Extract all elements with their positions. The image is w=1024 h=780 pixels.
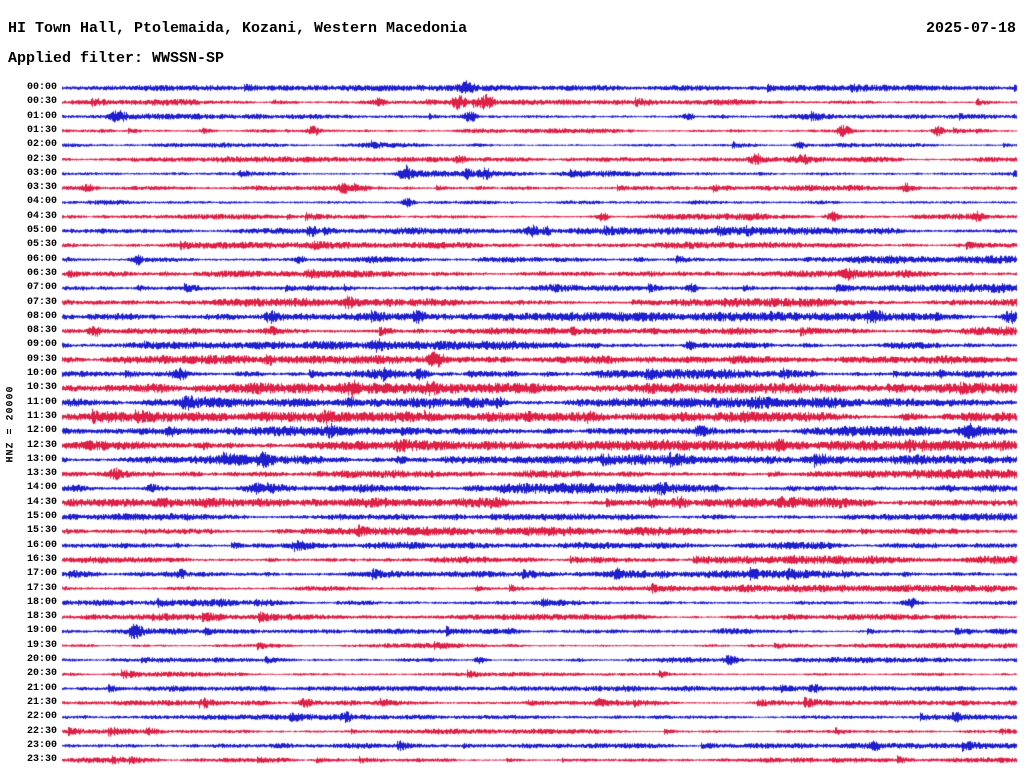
time-label: 19:00 [26,625,57,637]
time-label: 04:00 [26,196,57,208]
time-label: 13:00 [26,453,57,465]
time-label: 11:30 [26,410,57,422]
time-label: 17:00 [26,568,57,580]
time-label: 14:00 [26,482,57,494]
time-label: 05:30 [26,239,57,251]
time-label: 21:30 [26,696,57,708]
time-label: 18:00 [26,596,57,608]
time-label: 08:30 [26,325,57,337]
time-label: 01:00 [26,110,57,122]
time-label: 01:30 [26,124,57,136]
time-label: 04:30 [26,210,57,222]
time-label: 23:30 [26,754,57,766]
time-label: 20:00 [26,654,57,665]
station-title: HI Town Hall, Ptolemaida, Kozani, Wester… [8,20,468,37]
time-label: 17:30 [26,582,57,594]
time-label: 02:00 [26,139,57,151]
time-label: 09:30 [26,353,57,365]
time-label: 03:30 [26,182,57,194]
record-date: 2025-07-18 [925,20,1016,37]
time-label: 08:00 [26,310,57,322]
time-label: 23:00 [26,739,57,751]
time-label: 12:00 [26,425,57,437]
time-label: 10:00 [26,368,57,379]
time-label: 18:30 [26,611,57,623]
time-label: 09:00 [26,339,57,351]
time-label: 22:00 [26,711,57,723]
time-label: 19:30 [26,639,57,651]
time-label: 22:30 [26,725,57,737]
time-label: 00:00 [26,82,57,93]
time-label: 15:00 [26,511,57,522]
time-label: 15:30 [26,525,57,537]
time-label: 20:30 [26,668,57,680]
time-label: 06:00 [26,253,57,265]
time-label: 12:30 [26,439,57,451]
time-label: 10:30 [26,382,57,394]
time-label: 11:00 [26,396,57,408]
time-label: 16:00 [26,539,57,551]
time-label: 06:30 [26,267,57,279]
time-axis: 00:00 00:30 01:00 01:30 02:00 02:30 03:00 03:30… [0,0,57,780]
time-label: 02:30 [26,153,57,165]
applied-filter-label: Applied filter: WWSSN-SP [8,50,225,67]
time-label: 07:30 [26,296,57,308]
time-label: 16:30 [26,553,57,565]
time-label: 03:00 [26,167,57,179]
time-label: 07:00 [26,282,57,294]
time-label: 13:30 [26,468,57,480]
time-label: 21:00 [26,682,57,694]
time-label: 05:00 [26,225,57,236]
time-label: 00:30 [26,96,57,108]
time-label: 14:30 [26,496,57,508]
